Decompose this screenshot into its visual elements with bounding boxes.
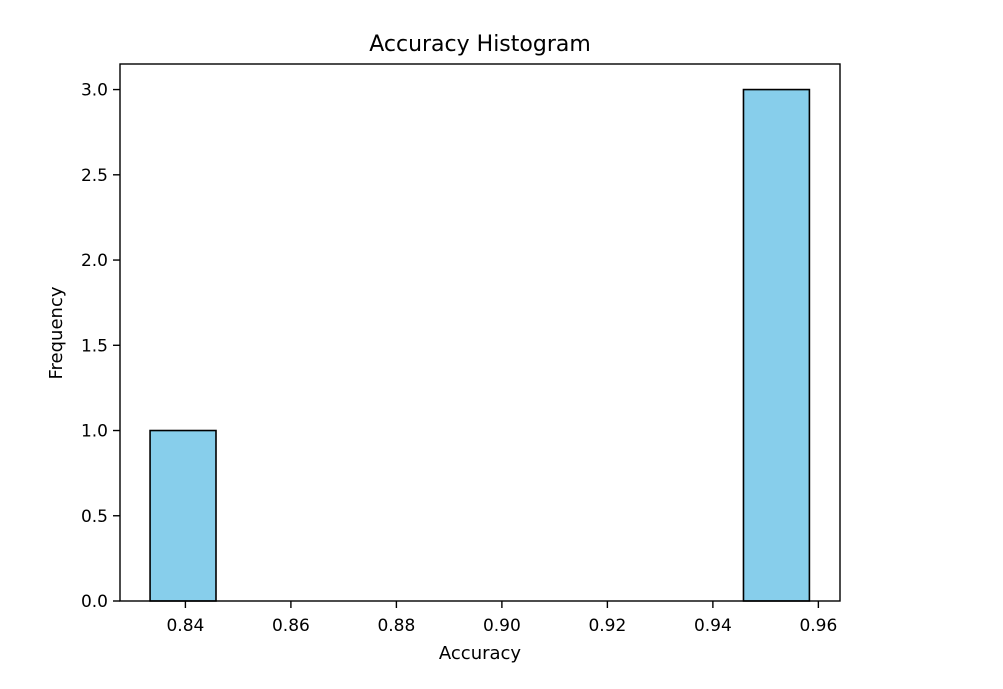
histogram-bar-9 [742, 88, 811, 602]
plot-frame [119, 63, 841, 602]
x-tick-label-2: 0.88 [377, 616, 415, 636]
y-tick-label-4: 2.0 [81, 251, 108, 271]
y-tick-label-6: 3.0 [81, 81, 108, 101]
x-tick-label-5: 0.94 [694, 616, 732, 636]
y-axis-ticks: 0.0 0.5 1.0 1.5 2.0 2.5 3.0 [81, 81, 120, 612]
x-axis-label: Accuracy [439, 643, 522, 664]
x-tick-label-0: 0.84 [166, 616, 204, 636]
x-tick-label-4: 0.92 [588, 616, 626, 636]
x-tick-label-1: 0.86 [272, 616, 310, 636]
chart-title: Accuracy Histogram [369, 32, 591, 57]
x-tick-label-6: 0.96 [799, 616, 837, 636]
y-tick-label-5: 2.5 [81, 166, 108, 186]
y-tick-label-0: 0.0 [81, 592, 108, 612]
histogram-bar-0 [149, 429, 217, 602]
x-tick-label-3: 0.90 [483, 616, 521, 636]
y-axis-label: Frequency [46, 286, 67, 379]
y-tick-label-3: 1.5 [81, 336, 108, 356]
bars-group [149, 88, 811, 602]
x-axis-ticks: 0.84 0.86 0.88 0.90 0.92 0.94 0.96 [166, 601, 837, 636]
y-tick-label-2: 1.0 [81, 422, 108, 442]
y-tick-label-1: 0.5 [81, 507, 108, 527]
